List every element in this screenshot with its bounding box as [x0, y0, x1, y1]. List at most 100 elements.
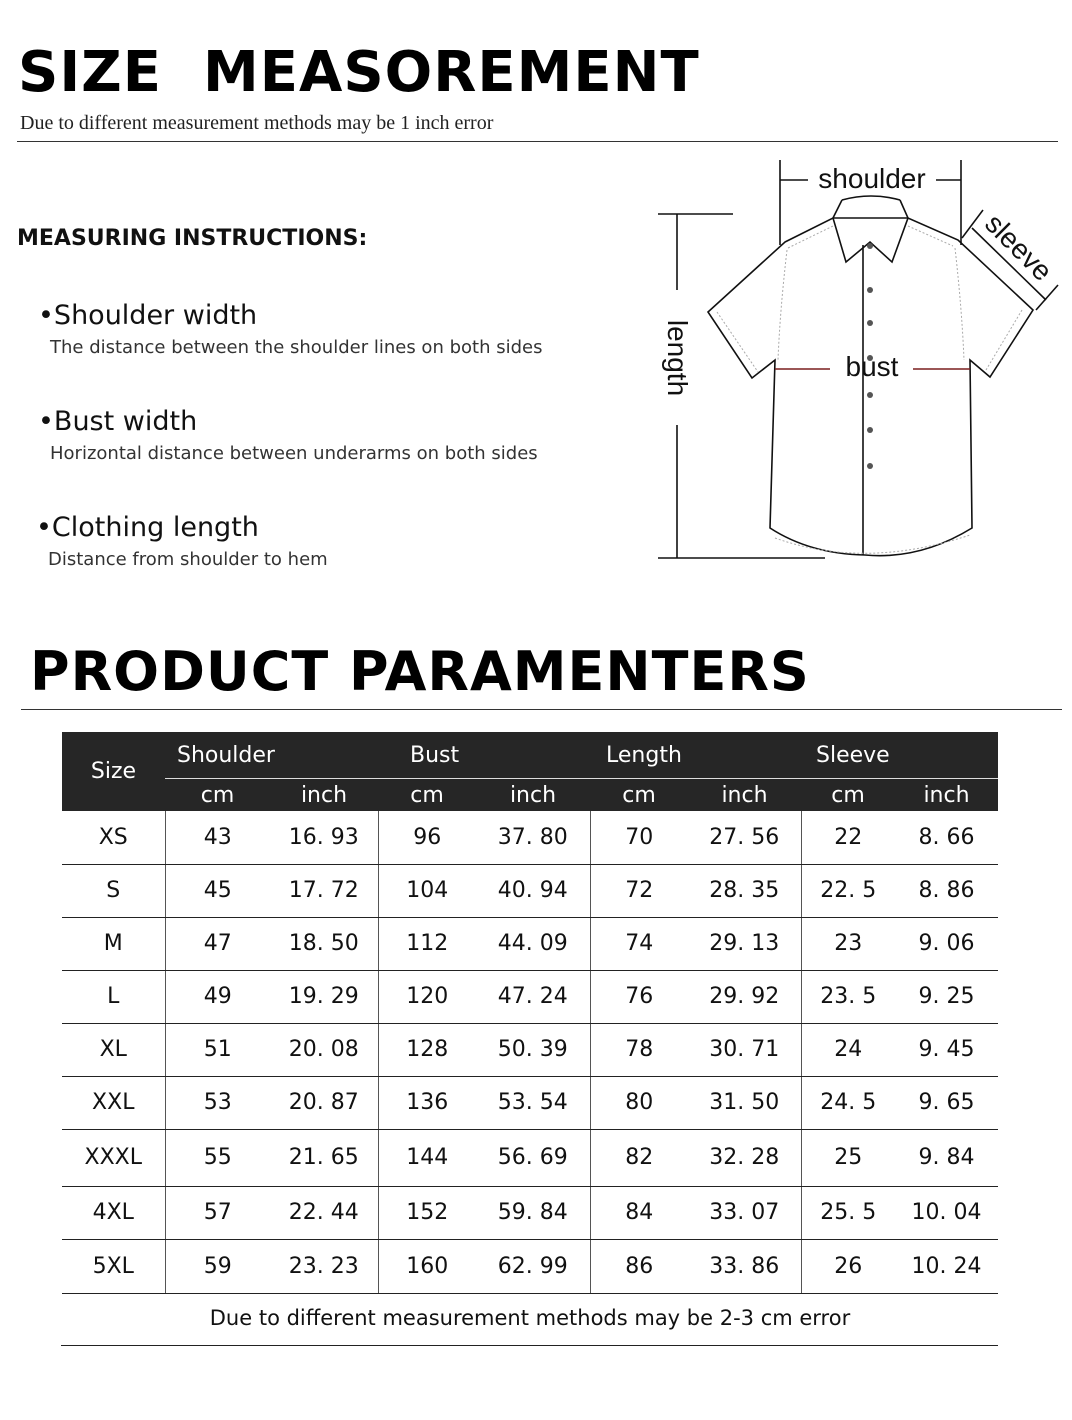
size-cell: XS: [62, 811, 166, 865]
value-cell: 28. 35: [688, 864, 802, 918]
header-bust: Bust: [378, 732, 590, 779]
value-cell: 49: [165, 970, 270, 1024]
value-cell: 29. 13: [688, 917, 802, 971]
size-cell: 5XL: [62, 1239, 166, 1294]
value-cell: 43: [165, 811, 270, 865]
page-title: SIZE MEASOREMENT: [18, 40, 700, 105]
shirt-outline: [706, 217, 1035, 557]
unit-header: cm: [165, 778, 270, 811]
value-cell: 23: [801, 917, 895, 971]
value-cell: 53. 54: [476, 1076, 591, 1130]
value-cell: 104: [378, 864, 476, 918]
value-cell: 57: [165, 1186, 270, 1240]
instruction-title: •Clothing length: [36, 512, 259, 543]
value-cell: 160: [378, 1239, 476, 1294]
value-cell: 86: [590, 1239, 688, 1294]
table-row: 5XL 59 23. 23 160 62. 99 86 33. 86 26 10. 24: [62, 1239, 998, 1294]
section-title: PRODUCT PARAMENTERS: [30, 640, 810, 703]
size-cell: XXXL: [62, 1129, 166, 1187]
size-cell: 4XL: [62, 1186, 166, 1240]
value-cell: 8. 66: [895, 811, 998, 865]
value-cell: 23. 23: [270, 1239, 379, 1294]
value-cell: 62. 99: [476, 1239, 591, 1294]
value-cell: 59: [165, 1239, 270, 1294]
value-cell: 20. 87: [270, 1076, 379, 1130]
unit-header: inch: [476, 778, 590, 811]
table-row: S 45 17. 72 104 40. 94 72 28. 35 22. 5 8. 86: [62, 864, 998, 918]
size-cell: L: [62, 970, 166, 1024]
value-cell: 29. 92: [688, 970, 802, 1024]
size-cell: XXL: [62, 1076, 166, 1130]
header-shoulder: Shoulder: [165, 732, 378, 779]
value-cell: 33. 07: [688, 1186, 802, 1240]
instruction-desc: The distance between the shoulder lines …: [50, 337, 543, 358]
value-cell: 22. 5: [801, 864, 895, 918]
value-cell: 16. 93: [270, 811, 379, 865]
shoulder-label: shoulder: [818, 163, 925, 194]
value-cell: 82: [590, 1129, 688, 1187]
unit-header: inch: [688, 778, 801, 811]
value-cell: 8. 86: [895, 864, 998, 918]
value-cell: 84: [590, 1186, 688, 1240]
value-cell: 72: [590, 864, 688, 918]
value-cell: 53: [165, 1076, 270, 1130]
size-cell: S: [62, 864, 166, 918]
divider: [17, 141, 1058, 142]
size-cell: M: [62, 917, 166, 971]
divider: [21, 709, 1062, 710]
unit-header: cm: [801, 778, 895, 811]
value-cell: 20. 08: [270, 1023, 379, 1077]
value-cell: 56. 69: [476, 1129, 591, 1187]
value-cell: 9. 45: [895, 1023, 998, 1077]
table-row: M 47 18. 50 112 44. 09 74 29. 13 23 9. 06: [62, 917, 998, 971]
value-cell: 76: [590, 970, 688, 1024]
size-table: Size Shoulder Bust Length Sleeve cm inch…: [62, 732, 998, 1294]
table-row: XL 51 20. 08 128 50. 39 78 30. 71 24 9. 45: [62, 1023, 998, 1077]
bust-label: bust: [846, 351, 899, 382]
value-cell: 30. 71: [688, 1023, 802, 1077]
instruction-desc: Distance from shoulder to hem: [48, 549, 328, 570]
instruction-title: •Shoulder width: [38, 300, 258, 331]
value-cell: 51: [165, 1023, 270, 1077]
value-cell: 24. 5: [801, 1076, 895, 1130]
value-cell: 9. 06: [895, 917, 998, 971]
value-cell: 9. 84: [895, 1129, 998, 1187]
value-cell: 10. 04: [895, 1186, 998, 1240]
value-cell: 33. 86: [688, 1239, 802, 1294]
value-cell: 17. 72: [270, 864, 379, 918]
table-row: XXXL 55 21. 65 144 56. 69 82 32. 28 25 9. 84: [62, 1129, 998, 1187]
value-cell: 22. 44: [270, 1186, 379, 1240]
value-cell: 37. 80: [476, 811, 591, 865]
table-row: L 49 19. 29 120 47. 24 76 29. 92 23. 5 9. 25: [62, 970, 998, 1024]
instruction-title: •Bust width: [38, 406, 198, 437]
value-cell: 47: [165, 917, 270, 971]
shirt-diagram: shoulder bust length sleeve: [658, 160, 1059, 559]
value-cell: 24: [801, 1023, 895, 1077]
header-size: Size: [62, 732, 165, 811]
value-cell: 32. 28: [688, 1129, 802, 1187]
divider: [61, 1345, 998, 1346]
instruction-desc: Horizontal distance between underarms on…: [50, 443, 538, 464]
value-cell: 96: [378, 811, 476, 865]
value-cell: 120: [378, 970, 476, 1024]
unit-header: cm: [590, 778, 688, 811]
value-cell: 22: [801, 811, 895, 865]
value-cell: 70: [590, 811, 688, 865]
value-cell: 18. 50: [270, 917, 379, 971]
unit-header: cm: [378, 778, 476, 811]
value-cell: 128: [378, 1023, 476, 1077]
table-row: XS 43 16. 93 96 37. 80 70 27. 56 22 8. 66: [62, 811, 998, 865]
value-cell: 19. 29: [270, 970, 379, 1024]
value-cell: 40. 94: [476, 864, 591, 918]
value-cell: 9. 65: [895, 1076, 998, 1130]
value-cell: 136: [378, 1076, 476, 1130]
value-cell: 26: [801, 1239, 895, 1294]
header-length: Length: [590, 732, 801, 779]
header-sleeve: Sleeve: [801, 732, 998, 779]
instructions-heading: MEASURING INSTRUCTIONS:: [17, 226, 368, 251]
page-subtitle: Due to different measurement methods may…: [20, 112, 494, 134]
table-footnote: Due to different measurement methods may…: [209, 1306, 851, 1330]
table-row: 4XL 57 22. 44 152 59. 84 84 33. 07 25. 5 10. 04: [62, 1186, 998, 1240]
value-cell: 55: [165, 1129, 270, 1187]
